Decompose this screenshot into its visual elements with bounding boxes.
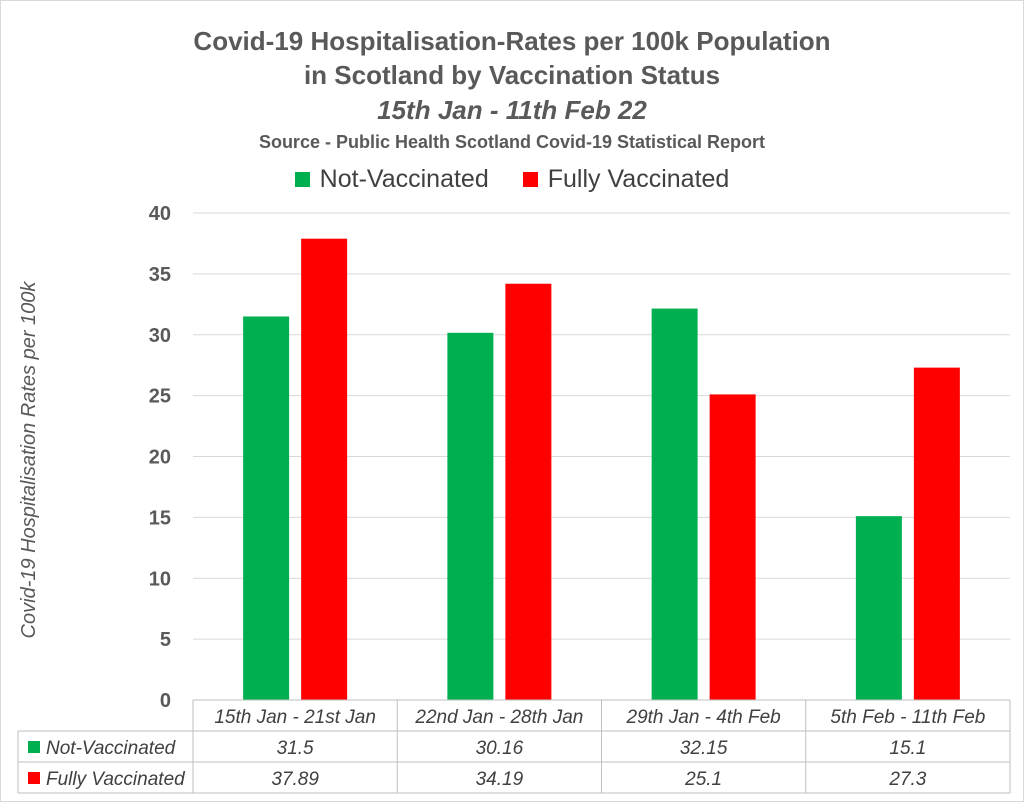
table-cell-value: 15.1 — [889, 738, 926, 759]
table-row-label: Fully Vaccinated — [46, 769, 186, 790]
legend-item-fully-vaccinated: Fully Vaccinated — [522, 165, 730, 194]
y-tick-label: 20 — [149, 447, 171, 469]
bar-fully-vaccinated-1 — [505, 283, 552, 700]
bar-not-vaccinated-3 — [855, 516, 902, 700]
y-tick-label: 15 — [149, 507, 171, 529]
bar-not-vaccinated-1 — [447, 332, 494, 700]
legend: Not-Vaccinated Fully Vaccinated — [0, 165, 1024, 194]
chart-source: Source - Public Health Scotland Covid-19… — [258, 132, 766, 152]
legend-item-not-vaccinated: Not-Vaccinated — [294, 165, 489, 194]
y-tick-label: 0 — [160, 690, 171, 712]
x-tick-label: 22nd Jan - 28th Jan — [414, 707, 583, 728]
table-cell-value: 27.3 — [888, 769, 926, 790]
table-cell-value: 37.89 — [271, 769, 319, 790]
legend-label-not-vaccinated: Not-Vaccinated — [319, 165, 489, 193]
table-cell-value: 31.5 — [277, 738, 314, 759]
x-tick-label: 5th Feb - 11th Feb — [830, 707, 985, 728]
legend-label-fully-vaccinated: Fully Vaccinated — [547, 165, 730, 193]
table-legend-key-fully-vaccinated — [28, 772, 40, 784]
bar-fully-vaccinated-2 — [709, 394, 756, 700]
bar-not-vaccinated-0 — [243, 316, 290, 700]
table-row-label: Not-Vaccinated — [46, 738, 177, 759]
x-tick-label: 15th Jan - 21st Jan — [214, 707, 376, 728]
chart-title-line-1: Covid-19 Hospitalisation-Rates per 100k … — [193, 26, 831, 56]
table-cell-value: 34.19 — [476, 769, 524, 790]
table-cell-value: 32.15 — [680, 738, 728, 759]
y-tick-label: 40 — [149, 203, 171, 225]
chart-subtitle: 15th Jan - 11th Feb 22 — [377, 95, 647, 125]
y-tick-label: 5 — [160, 629, 171, 651]
table-cell-value: 30.16 — [476, 738, 524, 759]
y-tick-label: 25 — [149, 386, 171, 408]
y-tick-label: 35 — [149, 264, 171, 286]
chart-title-line-2: in Scotland by Vaccination Status — [303, 60, 721, 90]
x-tick-label: 29th Jan - 4th Feb — [626, 707, 781, 728]
bar-fully-vaccinated-3 — [913, 367, 960, 700]
bar-fully-vaccinated-0 — [301, 238, 348, 700]
table-cell-value: 25.1 — [684, 769, 722, 790]
y-tick-label: 10 — [149, 568, 171, 590]
table-legend-key-not-vaccinated — [28, 741, 40, 753]
bar-not-vaccinated-2 — [651, 308, 698, 700]
y-tick-label: 30 — [149, 325, 171, 347]
legend-swatch-fully-vaccinated — [522, 172, 538, 187]
legend-swatch-not-vaccinated — [294, 172, 310, 187]
